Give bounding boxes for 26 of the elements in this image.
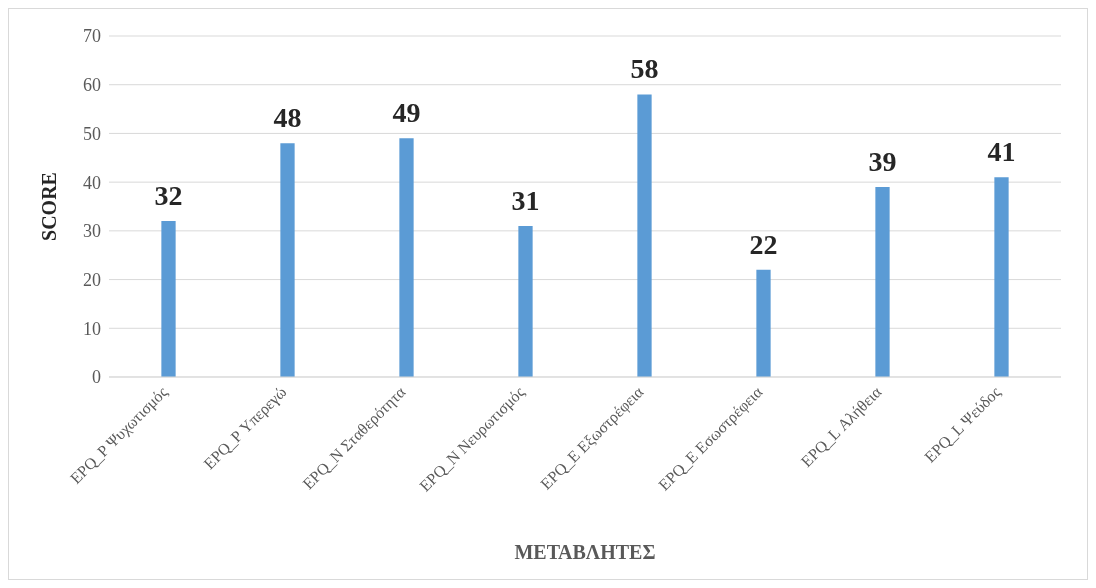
bar — [518, 225, 533, 377]
bar — [161, 221, 176, 377]
data-label: 22 — [749, 228, 778, 260]
data-label: 39 — [868, 146, 897, 178]
y-tick-label: 0 — [92, 367, 101, 388]
y-tick-label: 50 — [83, 123, 101, 144]
data-label: 48 — [273, 102, 302, 134]
x-axis-title: ΜΕΤΑΒΛΗΤΕΣ — [514, 541, 656, 563]
data-label: 41 — [987, 136, 1016, 168]
bar — [280, 143, 295, 377]
y-tick-label: 20 — [83, 269, 101, 290]
y-tick-label: 60 — [83, 75, 101, 96]
data-label: 49 — [392, 97, 421, 129]
bar — [399, 138, 414, 377]
bar — [637, 94, 652, 377]
bar — [994, 177, 1009, 377]
data-label: 31 — [511, 184, 540, 216]
bar — [875, 187, 890, 377]
y-axis-title: SCORE — [38, 172, 61, 241]
data-label: 32 — [154, 180, 183, 212]
y-tick-label: 70 — [83, 26, 101, 47]
data-label: 58 — [630, 53, 659, 85]
y-tick-label: 30 — [83, 221, 101, 242]
bar — [756, 269, 771, 377]
y-tick-label: 10 — [83, 318, 101, 339]
y-tick-label: 40 — [83, 172, 101, 193]
